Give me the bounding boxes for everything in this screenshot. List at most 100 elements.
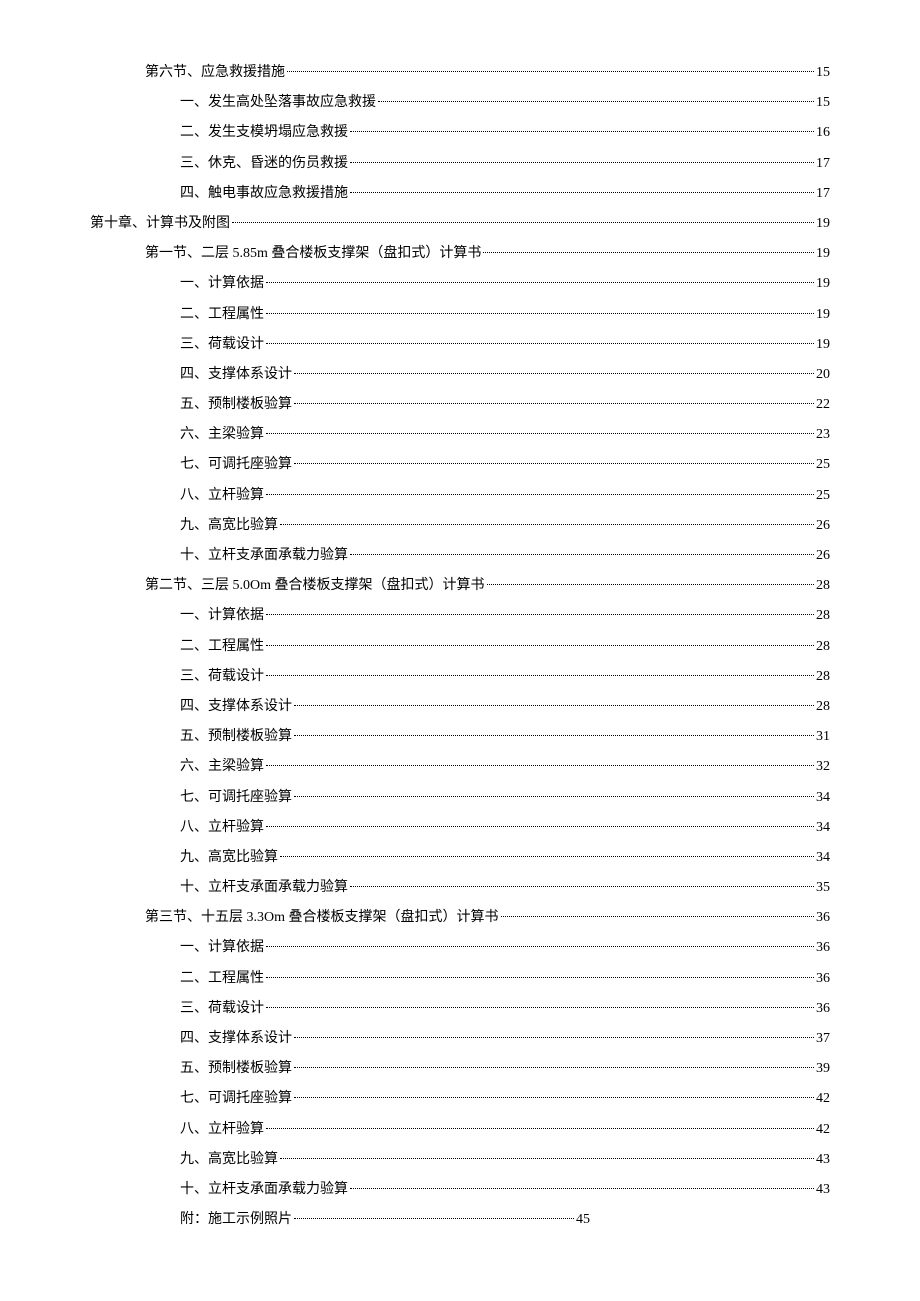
toc-entry-page: 28 <box>816 664 830 689</box>
toc-entry: 九、高宽比验算43 <box>90 1147 830 1172</box>
toc-entry-page: 28 <box>816 573 830 598</box>
toc-entry-page: 17 <box>816 181 830 206</box>
table-of-contents: 第六节、应急救援措施15一、发生高处坠落事故应急救援15二、发生支模坍塌应急救援… <box>90 60 830 1232</box>
toc-entry-title: 一、计算依据 <box>180 603 264 628</box>
toc-entry: 三、荷载设计 28 <box>90 664 830 689</box>
toc-entry-title: 九、高宽比验算 <box>180 513 278 538</box>
toc-leader-dots <box>280 524 814 525</box>
toc-entry-title: 第十章、计算书及附图 <box>90 211 230 236</box>
toc-entry: 一、计算依据36 <box>90 935 830 960</box>
toc-entry: 一、计算依据 19 <box>90 271 830 296</box>
toc-leader-dots <box>266 313 814 314</box>
toc-entry-title: 六、主梁验算 <box>180 422 264 447</box>
toc-leader-dots <box>266 282 814 283</box>
toc-entry-title: 第三节、十五层 3.3Om 叠合楼板支撑架（盘扣式）计算书 <box>145 905 499 930</box>
toc-leader-dots <box>266 433 814 434</box>
toc-entry-title: 二、发生支模坍塌应急救援 <box>180 120 348 145</box>
toc-leader-dots <box>294 705 814 706</box>
toc-leader-dots <box>232 222 814 223</box>
toc-entry: 第二节、三层 5.0Om 叠合楼板支撑架（盘扣式）计算书 28 <box>90 573 830 598</box>
toc-entry: 第三节、十五层 3.3Om 叠合楼板支撑架（盘扣式）计算书 36 <box>90 905 830 930</box>
toc-leader-dots <box>483 252 814 253</box>
toc-entry-page: 39 <box>816 1056 830 1081</box>
toc-entry-page: 34 <box>816 815 830 840</box>
toc-entry-page: 45 <box>576 1207 590 1232</box>
toc-entry: 四、支撑体系设计 28 <box>90 694 830 719</box>
toc-entry-page: 36 <box>816 905 830 930</box>
toc-entry: 九、高宽比验算26 <box>90 513 830 538</box>
toc-entry-page: 28 <box>816 694 830 719</box>
toc-entry: 附：施工示例照片45 <box>90 1207 830 1232</box>
toc-leader-dots <box>266 343 814 344</box>
toc-entry-page: 43 <box>816 1177 830 1202</box>
toc-entry-title: 十、立杆支承面承载力验算 <box>180 543 348 568</box>
toc-entry: 二、发生支模坍塌应急救援16 <box>90 120 830 145</box>
toc-leader-dots <box>294 373 814 374</box>
toc-entry: 二、工程属性 19 <box>90 302 830 327</box>
toc-entry-title: 四、支撑体系设计 <box>180 694 292 719</box>
toc-entry-title: 第一节、二层 5.85m 叠合楼板支撑架（盘扣式）计算书 <box>145 241 481 266</box>
toc-entry: 九、高宽比验算34 <box>90 845 830 870</box>
toc-entry-title: 一、计算依据 <box>180 271 264 296</box>
toc-entry-page: 19 <box>816 302 830 327</box>
toc-entry: 五、预制楼板验算31 <box>90 724 830 749</box>
toc-entry: 二、工程属性36 <box>90 966 830 991</box>
toc-entry-page: 19 <box>816 271 830 296</box>
toc-entry: 第十章、计算书及附图 19 <box>90 211 830 236</box>
toc-entry: 十、立杆支承面承载力验算 43 <box>90 1177 830 1202</box>
toc-leader-dots <box>287 71 814 72</box>
toc-entry-title: 十、立杆支承面承载力验算 <box>180 875 348 900</box>
toc-entry: 八、立杆验算34 <box>90 815 830 840</box>
toc-entry-title: 七、可调托座验算 <box>180 785 292 810</box>
toc-leader-dots <box>266 946 814 947</box>
toc-entry: 三、荷载设计36 <box>90 996 830 1021</box>
toc-entry-title: 七、可调托座验算 <box>180 452 292 477</box>
toc-leader-dots <box>266 645 814 646</box>
toc-entry-page: 42 <box>816 1117 830 1142</box>
toc-entry-title: 九、高宽比验算 <box>180 1147 278 1172</box>
toc-entry: 三、休克、昏迷的伤员救援 17 <box>90 151 830 176</box>
toc-entry: 十、立杆支承面承载力验算35 <box>90 875 830 900</box>
toc-entry-page: 19 <box>816 241 830 266</box>
toc-entry-page: 31 <box>816 724 830 749</box>
toc-leader-dots <box>266 494 814 495</box>
toc-leader-dots <box>350 554 814 555</box>
toc-leader-dots <box>294 403 814 404</box>
toc-entry-page: 19 <box>816 332 830 357</box>
toc-entry-title: 二、工程属性 <box>180 302 264 327</box>
toc-leader-dots <box>266 675 814 676</box>
toc-entry: 第一节、二层 5.85m 叠合楼板支撑架（盘扣式）计算书 19 <box>90 241 830 266</box>
toc-leader-dots <box>294 463 814 464</box>
toc-leader-dots <box>350 162 814 163</box>
toc-entry-page: 25 <box>816 483 830 508</box>
toc-entry-title: 二、工程属性 <box>180 966 264 991</box>
toc-entry-page: 26 <box>816 543 830 568</box>
toc-entry-title: 三、荷载设计 <box>180 664 264 689</box>
toc-entry: 四、支撑体系设计 20 <box>90 362 830 387</box>
toc-entry-title: 八、立杆验算 <box>180 1117 264 1142</box>
toc-entry-title: 四、支撑体系设计 <box>180 1026 292 1051</box>
toc-entry-title: 四、支撑体系设计 <box>180 362 292 387</box>
toc-leader-dots <box>266 765 814 766</box>
toc-entry-page: 22 <box>816 392 830 417</box>
toc-entry-title: 第六节、应急救援措施 <box>145 60 285 85</box>
toc-entry-title: 五、预制楼板验算 <box>180 1056 292 1081</box>
toc-leader-dots <box>294 1218 574 1219</box>
toc-entry-page: 19 <box>816 211 830 236</box>
toc-entry-page: 42 <box>816 1086 830 1111</box>
toc-entry-page: 17 <box>816 151 830 176</box>
toc-entry: 五、预制楼板验算 39 <box>90 1056 830 1081</box>
toc-entry-title: 六、主梁验算 <box>180 754 264 779</box>
toc-entry: 三、荷载设计19 <box>90 332 830 357</box>
toc-entry-title: 三、休克、昏迷的伤员救援 <box>180 151 348 176</box>
toc-leader-dots <box>350 131 814 132</box>
toc-entry-page: 28 <box>816 634 830 659</box>
toc-entry-title: 八、立杆验算 <box>180 483 264 508</box>
toc-entry-page: 20 <box>816 362 830 387</box>
toc-leader-dots <box>294 735 814 736</box>
toc-entry-page: 37 <box>816 1026 830 1051</box>
toc-entry-title: 十、立杆支承面承载力验算 <box>180 1177 348 1202</box>
toc-entry-title: 第二节、三层 5.0Om 叠合楼板支撑架（盘扣式）计算书 <box>145 573 485 598</box>
toc-leader-dots <box>294 796 814 797</box>
toc-entry-title: 四、触电事故应急救援措施 <box>180 181 348 206</box>
